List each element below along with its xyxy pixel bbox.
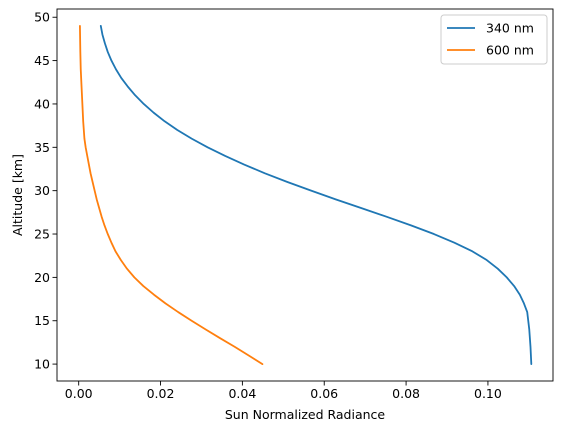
x-tick-label: 0.04 bbox=[228, 386, 256, 401]
series-line-600nm bbox=[79, 25, 264, 365]
x-tick-label: 0.00 bbox=[65, 386, 93, 401]
plot-frame bbox=[56, 8, 554, 382]
y-tick-label: 20 bbox=[34, 270, 50, 285]
y-tick-label: 15 bbox=[34, 313, 50, 328]
x-axis-ticks: 0.00 0.02 0.04 0.06 0.08 0.10 bbox=[65, 381, 502, 401]
y-tick-label: 50 bbox=[34, 10, 50, 25]
y-tick-label: 30 bbox=[34, 183, 50, 198]
y-axis-ticks: 10 15 20 25 30 35 40 45 50 bbox=[34, 10, 57, 372]
y-axis-label: Altitude [km] bbox=[10, 154, 25, 236]
x-tick-label: 0.06 bbox=[310, 386, 338, 401]
legend-label-600nm: 600 nm bbox=[486, 43, 534, 58]
y-tick-label: 25 bbox=[34, 227, 50, 242]
legend: 340 nm 600 nm bbox=[440, 14, 548, 65]
x-tick-label: 0.08 bbox=[392, 386, 420, 401]
legend-label-340nm: 340 nm bbox=[486, 21, 534, 36]
x-axis-label: Sun Normalized Radiance bbox=[225, 407, 386, 422]
series-line-340nm bbox=[99, 25, 533, 365]
plot-lines bbox=[79, 25, 533, 365]
y-tick-label: 45 bbox=[34, 53, 50, 68]
x-tick-label: 0.02 bbox=[147, 386, 175, 401]
y-tick-label: 40 bbox=[34, 96, 50, 111]
y-tick-label: 10 bbox=[34, 357, 50, 372]
y-tick-label: 35 bbox=[34, 140, 50, 155]
x-tick-label: 0.10 bbox=[474, 386, 502, 401]
